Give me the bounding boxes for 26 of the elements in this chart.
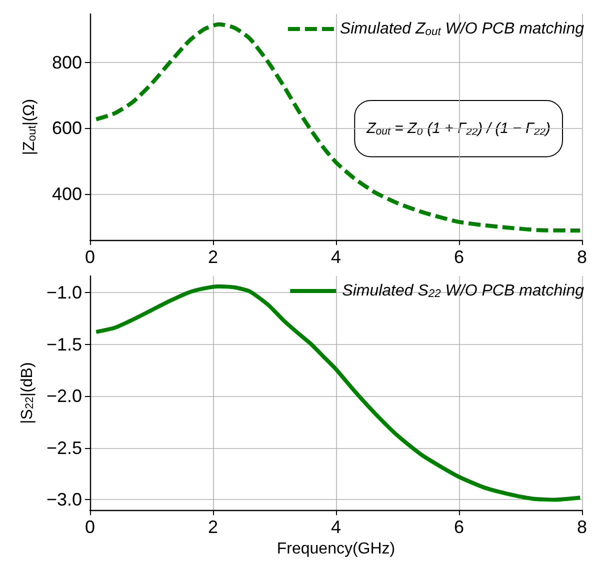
y-tick-label: −2.5 — [46, 438, 82, 458]
y-axis-title: |S22|(dB) — [18, 362, 36, 424]
line-series — [94, 284, 582, 502]
x-tick-label: 4 — [330, 247, 342, 267]
x-axis-title: Frequency(GHz) — [276, 540, 396, 558]
legend-label: Simulated Zout W/O PCB matching — [340, 20, 584, 38]
x-tick-label: 2 — [208, 247, 218, 267]
x-tick-label: 8 — [576, 517, 588, 538]
x-tick-label: 0 — [84, 517, 96, 538]
y-tick-label: −1.0 — [46, 282, 82, 303]
y-tick-label: 600 — [52, 118, 82, 138]
x-tick-label: 4 — [330, 517, 342, 538]
x-tick-label: 0 — [84, 247, 96, 267]
annotation: Zout = Z₀ (1 + Γ₂₂) / (1 − Γ₂₂) — [366, 120, 551, 138]
x-tick-label: 6 — [454, 517, 464, 538]
x-tick-label: 2 — [208, 517, 218, 538]
x-tick-label: 6 — [454, 247, 464, 267]
y-axis-title: |Zout|(Ω) — [21, 98, 38, 156]
y-tick-label: −2.0 — [46, 386, 82, 406]
line-series — [94, 22, 582, 232]
y-tick-label: −3.0 — [46, 490, 82, 510]
legend-label: Simulated S22 W/O PCB matching — [342, 282, 584, 300]
x-tick-label: 8 — [576, 247, 588, 267]
y-tick-label: −1.5 — [46, 334, 82, 354]
y-tick-label: 400 — [52, 184, 82, 204]
y-tick-label: 800 — [52, 52, 82, 72]
